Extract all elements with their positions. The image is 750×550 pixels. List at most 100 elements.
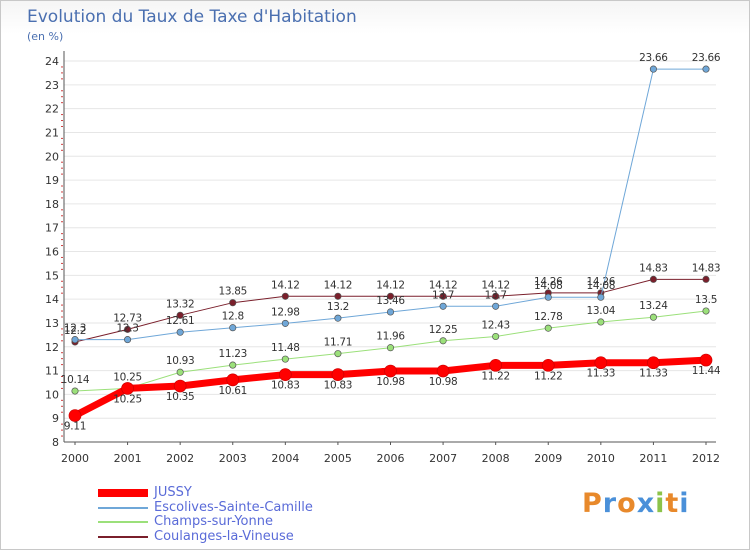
data-point bbox=[278, 368, 292, 381]
data-point bbox=[281, 319, 289, 327]
data-point bbox=[281, 292, 289, 300]
chart-title: Evolution du Taux de Taxe d'Habitation bbox=[27, 7, 357, 27]
y-tick-label: 12 bbox=[45, 341, 59, 354]
data-point bbox=[541, 358, 555, 372]
data-point bbox=[173, 379, 187, 393]
data-point bbox=[597, 293, 605, 301]
data-label: 10.83 bbox=[271, 380, 300, 392]
data-label: 11.33 bbox=[639, 368, 668, 380]
logo-letter: o bbox=[617, 488, 637, 519]
data-label: 13.7 bbox=[432, 289, 454, 301]
y-tick-label: 20 bbox=[45, 150, 59, 163]
data-point bbox=[281, 355, 289, 363]
data-label: 13.24 bbox=[639, 300, 668, 312]
data-point bbox=[176, 311, 184, 319]
data-point bbox=[176, 368, 184, 376]
data-point bbox=[124, 325, 132, 333]
data-point bbox=[229, 361, 237, 369]
data-point bbox=[544, 324, 552, 332]
data-label: 11.71 bbox=[324, 337, 353, 349]
data-label: 14.83 bbox=[692, 262, 721, 274]
data-label: 13.5 bbox=[695, 294, 717, 306]
data-point bbox=[229, 324, 237, 332]
data-label: 14.26 bbox=[587, 276, 616, 288]
data-point bbox=[386, 292, 395, 300]
data-label: 14.12 bbox=[481, 279, 510, 291]
data-point bbox=[386, 308, 395, 316]
y-tick-label: 16 bbox=[45, 246, 59, 259]
data-point bbox=[647, 356, 660, 370]
legend-label: Coulanges-la-Vineuse bbox=[154, 528, 294, 544]
data-point bbox=[492, 332, 500, 341]
data-label: 10.61 bbox=[218, 385, 247, 397]
x-tick-label: 2007 bbox=[429, 452, 457, 465]
x-tick-label: 2010 bbox=[587, 452, 615, 465]
data-label: 12.61 bbox=[166, 315, 195, 327]
data-point bbox=[68, 409, 82, 422]
data-label: 13.85 bbox=[218, 286, 247, 298]
data-label: 12.3 bbox=[116, 323, 138, 335]
y-tick-label: 11 bbox=[45, 365, 59, 378]
y-tick-label: 13 bbox=[45, 317, 59, 330]
data-label: 14.26 bbox=[534, 276, 563, 288]
x-tick-label: 2004 bbox=[271, 452, 299, 465]
data-point bbox=[492, 302, 500, 310]
data-label: 14.08 bbox=[587, 280, 616, 292]
data-label: 11.22 bbox=[534, 370, 563, 382]
y-tick-label: 15 bbox=[45, 269, 59, 282]
legend-swatch bbox=[98, 506, 148, 509]
logo-letter: i bbox=[679, 488, 690, 519]
y-tick-label: 21 bbox=[45, 126, 59, 139]
legend-label: Escolives-Sainte-Camille bbox=[154, 499, 313, 515]
logo-letter: t bbox=[665, 488, 680, 519]
data-label: 10.83 bbox=[324, 380, 353, 392]
x-tick-label: 2003 bbox=[219, 452, 247, 465]
data-label: 10.25 bbox=[113, 393, 142, 405]
data-point bbox=[439, 292, 447, 300]
data-label: 10.93 bbox=[166, 355, 195, 367]
data-label: 14.12 bbox=[376, 279, 405, 291]
y-tick-label: 17 bbox=[45, 222, 59, 235]
legend-label: Champs-sur-Yonne bbox=[154, 514, 273, 529]
y-tick-label: 22 bbox=[45, 103, 59, 116]
y-tick-label: 19 bbox=[45, 174, 59, 187]
x-tick-label: 2012 bbox=[692, 452, 720, 465]
y-tick-label: 14 bbox=[45, 293, 59, 306]
data-label: 10.14 bbox=[61, 374, 90, 386]
data-label: 12.43 bbox=[481, 320, 510, 332]
data-point bbox=[699, 353, 713, 367]
data-label: 12.8 bbox=[222, 311, 244, 323]
data-label: 11.96 bbox=[376, 331, 405, 343]
data-label: 10.98 bbox=[376, 376, 405, 388]
data-label: 14.12 bbox=[324, 279, 353, 291]
x-tick-label: 2000 bbox=[61, 452, 89, 465]
logo-letter: P bbox=[582, 488, 603, 519]
data-point bbox=[334, 292, 342, 300]
data-point bbox=[71, 387, 79, 395]
x-tick-label: 2001 bbox=[114, 452, 142, 465]
y-tick-label: 9 bbox=[52, 412, 59, 425]
data-point bbox=[702, 275, 710, 283]
data-label: 13.04 bbox=[587, 305, 616, 317]
logo-letter: r bbox=[602, 488, 618, 519]
data-point bbox=[439, 337, 447, 345]
y-tick-label: 8 bbox=[52, 436, 59, 449]
data-point bbox=[597, 318, 605, 326]
logo-letter: i bbox=[655, 488, 666, 519]
x-tick-label: 2005 bbox=[324, 452, 352, 465]
data-label: 12.3 bbox=[64, 323, 86, 335]
data-label: 14.08 bbox=[534, 280, 563, 292]
data-label: 14.12 bbox=[271, 279, 300, 291]
x-tick-label: 2002 bbox=[166, 452, 194, 465]
data-point bbox=[334, 350, 342, 358]
y-tick-label: 24 bbox=[45, 55, 59, 68]
data-point bbox=[544, 293, 552, 301]
data-point bbox=[702, 65, 710, 73]
x-tick-label: 2011 bbox=[639, 452, 667, 465]
proxiti-logo: Proxiti bbox=[582, 488, 690, 519]
data-point bbox=[71, 336, 79, 344]
data-point bbox=[121, 382, 134, 395]
data-label: 9.11 bbox=[64, 421, 86, 433]
data-label: 10.25 bbox=[113, 371, 142, 383]
